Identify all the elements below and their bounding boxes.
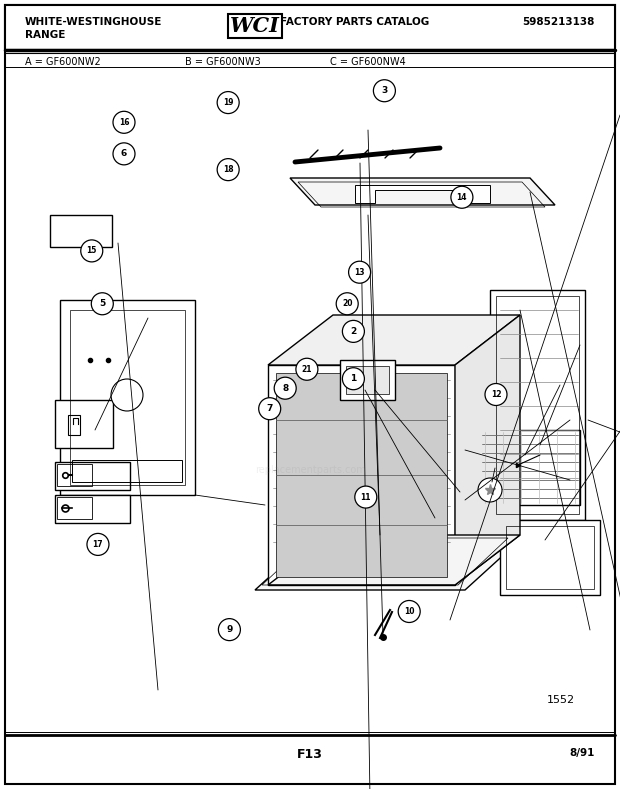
Text: 14: 14: [457, 193, 467, 202]
Bar: [55, 462, 130, 490]
Bar: [496, 296, 579, 514]
Circle shape: [113, 111, 135, 133]
Text: 8: 8: [282, 383, 288, 393]
Polygon shape: [276, 373, 447, 577]
Circle shape: [451, 186, 473, 208]
Text: 7: 7: [267, 404, 273, 413]
Circle shape: [217, 159, 239, 181]
Circle shape: [87, 533, 109, 555]
Bar: [506, 526, 594, 589]
Text: 16: 16: [119, 118, 129, 127]
Polygon shape: [355, 185, 490, 203]
Circle shape: [398, 600, 420, 623]
Text: 11: 11: [361, 492, 371, 502]
Text: 8/91: 8/91: [570, 748, 595, 758]
Text: 9: 9: [226, 625, 232, 634]
Bar: [346, 366, 389, 394]
Bar: [55, 400, 113, 448]
Polygon shape: [455, 315, 520, 585]
Bar: [57, 497, 92, 519]
Text: 12: 12: [491, 390, 501, 399]
Circle shape: [485, 383, 507, 406]
Polygon shape: [290, 178, 555, 205]
Bar: [72, 460, 182, 482]
Circle shape: [348, 261, 371, 283]
Circle shape: [336, 293, 358, 315]
Polygon shape: [255, 540, 520, 590]
Text: 19: 19: [223, 98, 233, 107]
Circle shape: [355, 486, 377, 508]
Bar: [500, 520, 600, 595]
Circle shape: [342, 368, 365, 390]
Text: C = GF600NW4: C = GF600NW4: [330, 57, 405, 67]
Text: replacementparts.com: replacementparts.com: [255, 465, 365, 475]
Text: 6: 6: [121, 149, 127, 159]
Text: 20: 20: [342, 299, 352, 308]
Bar: [60, 300, 195, 495]
Polygon shape: [268, 315, 520, 365]
Bar: [340, 360, 395, 400]
Polygon shape: [268, 535, 520, 585]
Circle shape: [81, 240, 103, 262]
Text: 3: 3: [381, 86, 388, 95]
Text: 21: 21: [302, 365, 312, 374]
Bar: [57, 464, 92, 486]
Bar: [55, 495, 130, 523]
Circle shape: [113, 143, 135, 165]
Text: 1552: 1552: [547, 695, 575, 705]
Polygon shape: [480, 430, 580, 505]
Text: 1: 1: [350, 374, 356, 383]
Circle shape: [342, 320, 365, 342]
Bar: [490, 290, 585, 520]
Text: 17: 17: [92, 540, 104, 549]
Text: 5: 5: [99, 299, 105, 308]
Circle shape: [218, 619, 241, 641]
Circle shape: [259, 398, 281, 420]
Bar: [50, 215, 112, 247]
Text: A = GF600NW2: A = GF600NW2: [25, 57, 100, 67]
Circle shape: [478, 478, 502, 502]
Text: 10: 10: [404, 607, 414, 616]
Text: FACTORY PARTS CATALOG: FACTORY PARTS CATALOG: [280, 17, 429, 27]
Circle shape: [111, 379, 143, 411]
Text: 15: 15: [87, 246, 97, 256]
Circle shape: [274, 377, 296, 399]
Bar: [70, 310, 185, 485]
Text: 18: 18: [223, 165, 234, 174]
Text: WHITE-WESTINGHOUSE: WHITE-WESTINGHOUSE: [25, 17, 162, 27]
Text: B = GF600NW3: B = GF600NW3: [185, 57, 261, 67]
Text: 2: 2: [350, 327, 356, 336]
Text: 13: 13: [355, 267, 365, 277]
Bar: [5, 5, 615, 50]
Polygon shape: [268, 365, 455, 585]
Text: WCI: WCI: [230, 16, 280, 36]
Circle shape: [373, 80, 396, 102]
Text: RANGE: RANGE: [25, 30, 65, 40]
Circle shape: [296, 358, 318, 380]
Circle shape: [217, 92, 239, 114]
Text: 5985213138: 5985213138: [523, 17, 595, 27]
Text: F13: F13: [297, 748, 323, 761]
Circle shape: [91, 293, 113, 315]
